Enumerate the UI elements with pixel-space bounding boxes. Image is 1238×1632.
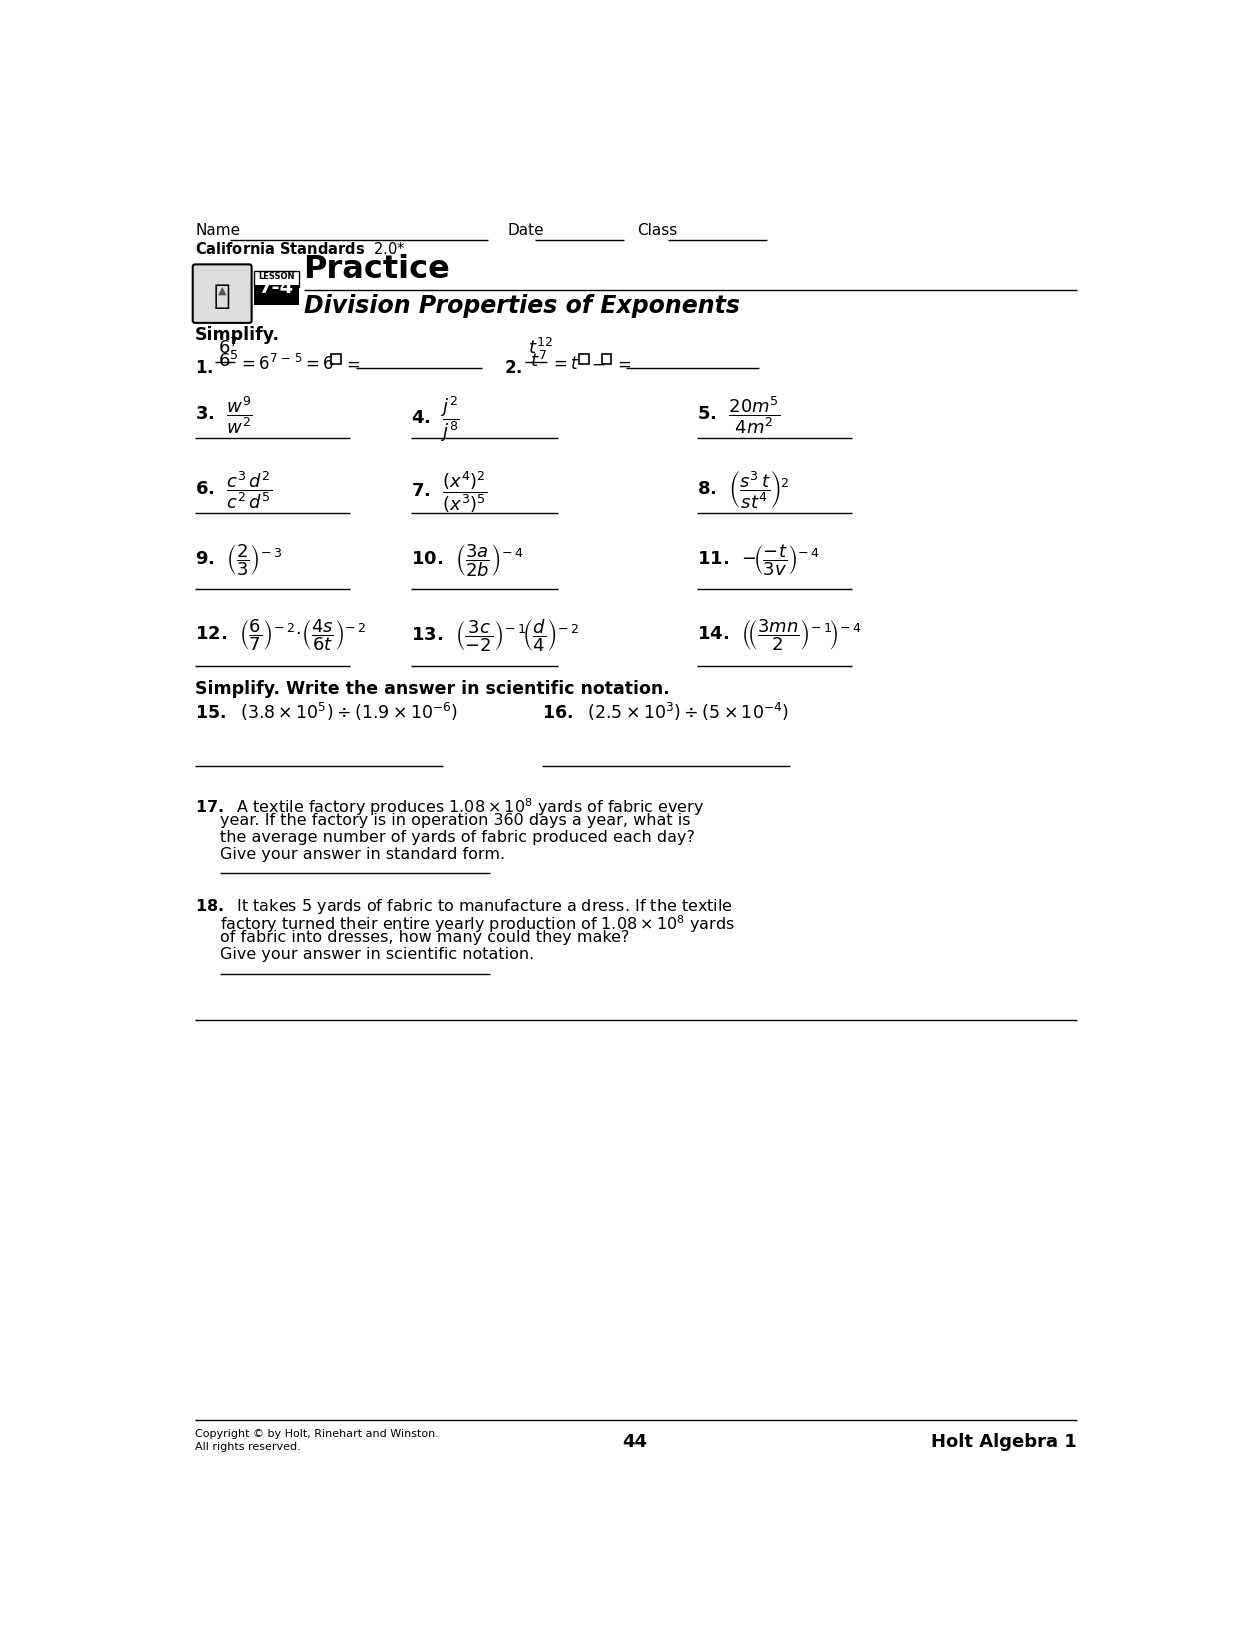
Text: Division Properties of Exponents: Division Properties of Exponents: [303, 294, 739, 318]
Bar: [602, 354, 612, 364]
Text: $\mathbf{7.}\enspace\dfrac{(x^4)^2}{(x^3)^5}$: $\mathbf{7.}\enspace\dfrac{(x^4)^2}{(x^3…: [411, 468, 487, 516]
Text: $= 6^{7\,-\,5} = 6$: $= 6^{7\,-\,5} = 6$: [239, 354, 334, 374]
Bar: [254, 271, 298, 287]
Text: Holt Algebra 1: Holt Algebra 1: [931, 1433, 1077, 1451]
Text: $\mathbf{11.}\enspace{-}\!\left(\dfrac{-t}{3v}\right)^{\!-4}$: $\mathbf{11.}\enspace{-}\!\left(\dfrac{-…: [697, 542, 821, 578]
Text: $-$: $-$: [591, 354, 605, 372]
Text: 44: 44: [621, 1433, 647, 1451]
FancyBboxPatch shape: [193, 264, 251, 323]
Text: $\mathbf{17.}$  A textile factory produces $1.08\times10^8$ yards of fabric ever: $\mathbf{17.}$ A textile factory produce…: [196, 796, 704, 818]
Text: All rights reserved.: All rights reserved.: [196, 1441, 301, 1452]
Text: Date: Date: [508, 224, 543, 238]
Text: Copyright © by Holt, Rinehart and Winston.: Copyright © by Holt, Rinehart and Winsto…: [196, 1430, 439, 1439]
Text: $\mathbf{16.}\ \ (2.5\times10^3)\div(5\times10^{-4})$: $\mathbf{16.}\ \ (2.5\times10^3)\div(5\t…: [542, 702, 789, 723]
Text: factory turned their entire yearly production of $1.08\times10^8$ yards: factory turned their entire yearly produ…: [220, 914, 734, 935]
Text: LESSON: LESSON: [259, 271, 295, 281]
Text: 7-4: 7-4: [259, 279, 293, 297]
Text: year. If the factory is in operation 360 days a year, what is: year. If the factory is in operation 360…: [220, 813, 691, 829]
Text: the average number of yards of fabric produced each day?: the average number of yards of fabric pr…: [220, 831, 695, 845]
Text: $=$: $=$: [614, 354, 631, 372]
Text: $\mathbf{5.}\enspace\dfrac{20m^5}{4m^2}$: $\mathbf{5.}\enspace\dfrac{20m^5}{4m^2}$: [697, 395, 781, 436]
Bar: [579, 354, 589, 364]
Text: Give your answer in standard form.: Give your answer in standard form.: [220, 847, 505, 862]
Text: $\mathbf{18.}$  It takes 5 yards of fabric to manufacture a dress. If the textil: $\mathbf{18.}$ It takes 5 yards of fabri…: [196, 896, 733, 916]
Text: Give your answer in scientific notation.: Give your answer in scientific notation.: [220, 947, 534, 963]
Text: of fabric into dresses, how many could they make?: of fabric into dresses, how many could t…: [220, 930, 629, 945]
Text: $\mathbf{1.}$: $\mathbf{1.}$: [196, 359, 213, 377]
Text: 🐾: 🐾: [214, 282, 230, 310]
Text: $=$: $=$: [343, 354, 360, 372]
Bar: [332, 354, 340, 364]
Text: $t^{12}$: $t^{12}$: [529, 338, 553, 357]
Text: $6^5$: $6^5$: [218, 351, 239, 370]
Text: $\mathbf{2.}$: $\mathbf{2.}$: [504, 359, 521, 377]
Text: $\mathbf{10.}\enspace\left(\dfrac{3a}{2b}\right)^{\!-4}$: $\mathbf{10.}\enspace\left(\dfrac{3a}{2b…: [411, 542, 522, 579]
Text: $= t$: $= t$: [550, 354, 579, 372]
Text: $\mathbf{12.}\enspace\left(\dfrac{6}{7}\right)^{\!-2}\!\cdot\!\left(\dfrac{4s}{6: $\mathbf{12.}\enspace\left(\dfrac{6}{7}\…: [196, 619, 366, 653]
Text: $\mathbf{6.}\enspace\dfrac{c^3\,d^2}{c^2\,d^5}$: $\mathbf{6.}\enspace\dfrac{c^3\,d^2}{c^2…: [196, 468, 272, 511]
Text: $\mathbf{15.}\ \ (3.8\times10^5)\div(1.9\times10^{-6})$: $\mathbf{15.}\ \ (3.8\times10^5)\div(1.9…: [196, 702, 458, 723]
Text: $\mathbf{3.}\enspace\dfrac{w^9}{w^2}$: $\mathbf{3.}\enspace\dfrac{w^9}{w^2}$: [196, 395, 253, 436]
Text: $\mathbf{8.}\enspace\left(\dfrac{s^3\,t}{st^4}\right)^{\!2}$: $\mathbf{8.}\enspace\left(\dfrac{s^3\,t}…: [697, 468, 789, 511]
Text: $\mathbf{14.}\enspace\left(\!\left(\dfrac{3mn}{2}\right)^{\!-1}\!\right)^{\!-4}$: $\mathbf{14.}\enspace\left(\!\left(\dfra…: [697, 619, 862, 653]
Text: $\mathbf{13.}\enspace\left(\dfrac{3c}{-2}\right)^{\!-1}\!\left(\dfrac{d}{4}\righ: $\mathbf{13.}\enspace\left(\dfrac{3c}{-2…: [411, 619, 578, 654]
Text: Simplify. Write the answer in scientific notation.: Simplify. Write the answer in scientific…: [196, 681, 670, 698]
Text: Class: Class: [636, 224, 677, 238]
Text: ▲: ▲: [218, 286, 227, 295]
Text: $\mathbf{California\ Standards}$  2.0*: $\mathbf{California\ Standards}$ 2.0*: [196, 242, 405, 258]
Bar: [254, 286, 298, 305]
Text: $6^7$: $6^7$: [218, 338, 239, 357]
Text: Name: Name: [196, 224, 240, 238]
Text: Practice: Practice: [303, 255, 451, 286]
Text: $\mathbf{9.}\enspace\left(\dfrac{2}{3}\right)^{\!-3}$: $\mathbf{9.}\enspace\left(\dfrac{2}{3}\r…: [196, 542, 282, 578]
Text: $t^7$: $t^7$: [530, 351, 547, 370]
Text: $\mathbf{4.}\enspace\dfrac{j^2}{j^8}$: $\mathbf{4.}\enspace\dfrac{j^2}{j^8}$: [411, 395, 459, 444]
Text: Simplify.: Simplify.: [196, 326, 280, 344]
